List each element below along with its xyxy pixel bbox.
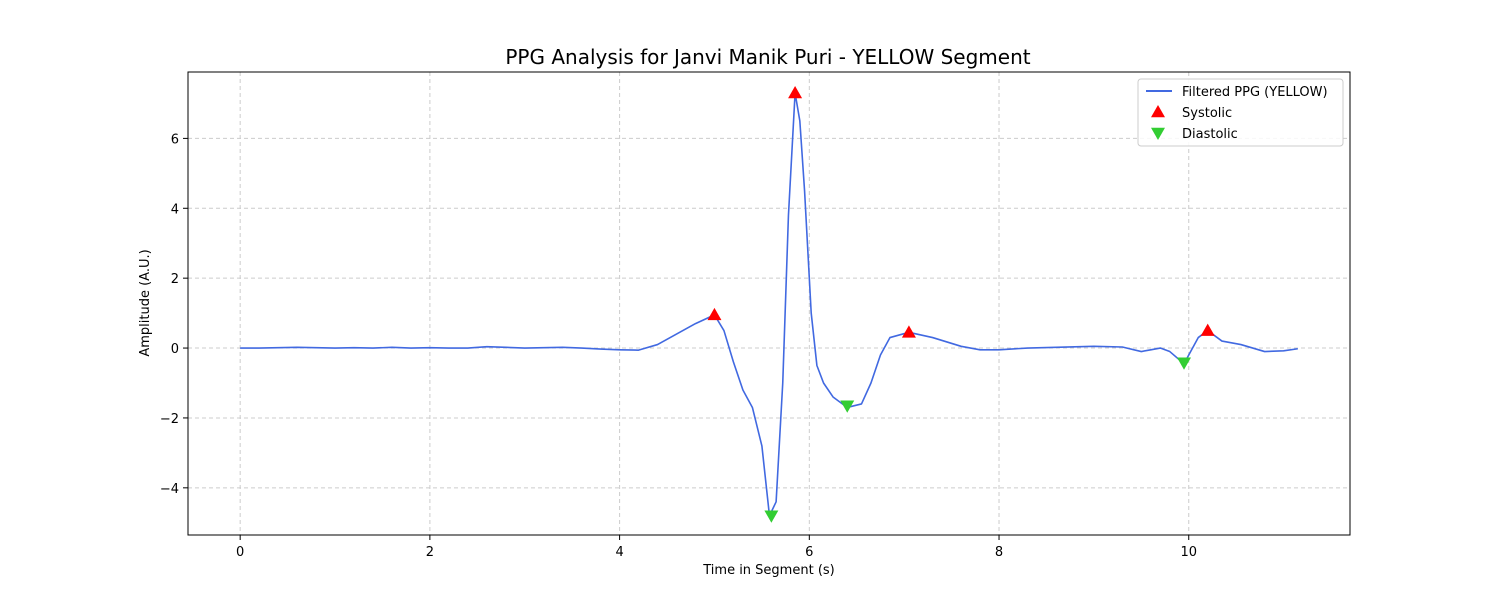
diastolic-trough-marker (764, 510, 779, 523)
systolic-peak-marker (901, 325, 916, 338)
legend-diastolic-swatch (1151, 127, 1165, 140)
y-tick-label: −4 (160, 482, 179, 497)
diastolic-trough-marker (1177, 357, 1191, 370)
x-tick-label: 8 (995, 545, 1003, 560)
axis-ticks: 0 2 4 6 8 10 −4 −2 0 2 4 6 (160, 132, 1197, 560)
legend-label: Systolic (1182, 106, 1232, 121)
y-axis-label: Amplitude (A.U.) (138, 249, 153, 356)
y-tick-label: 0 (171, 342, 179, 357)
ppg-signal-line (240, 92, 1298, 517)
y-tick-label: 6 (171, 132, 179, 147)
x-tick-label: 6 (805, 545, 813, 560)
diastolic-trough-marker (840, 400, 855, 413)
systolic-peak-marker (707, 307, 722, 321)
y-tick-label: 2 (171, 272, 179, 287)
legend-box (1137, 78, 1344, 147)
legend-label: Filtered PPG (YELLOW) (1182, 85, 1328, 100)
y-tick-label: −2 (160, 412, 179, 427)
y-tick-label: 4 (171, 202, 179, 217)
legend-label: Diastolic (1182, 127, 1238, 142)
plot-frame (187, 71, 1351, 536)
x-tick-label: 0 (236, 545, 244, 560)
x-tick-label: 10 (1180, 545, 1197, 560)
systolic-peak-marker (788, 85, 803, 99)
plot-area (240, 85, 1298, 523)
systolic-peak-marker (1200, 323, 1215, 336)
legend: Filtered PPG (YELLOW) Systolic Diastolic (1137, 78, 1344, 147)
x-tick-label: 4 (615, 545, 623, 560)
x-axis-label: Time in Segment (s) (702, 563, 834, 578)
x-tick-label: 2 (426, 545, 434, 560)
legend-systolic-swatch (1151, 105, 1165, 118)
chart-title: PPG Analysis for Janvi Manik Puri - YELL… (505, 45, 1030, 69)
